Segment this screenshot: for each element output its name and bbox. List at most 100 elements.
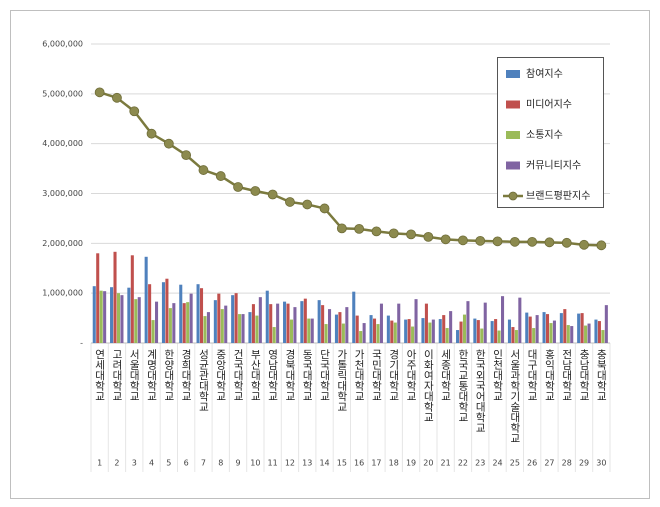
- bar: [442, 315, 446, 343]
- bar: [577, 313, 581, 343]
- bar: [559, 313, 563, 343]
- line-marker: [94, 87, 105, 98]
- category-number: 22: [458, 459, 468, 468]
- bar: [411, 326, 415, 343]
- x-tick-label: 한국외국어대학교: [474, 349, 486, 433]
- bar: [483, 302, 487, 343]
- bar: [113, 251, 117, 343]
- line-marker: [250, 186, 261, 196]
- bar: [532, 328, 536, 343]
- y-tick-label: -: [80, 339, 83, 348]
- category-number: 30: [596, 459, 606, 468]
- bar: [604, 305, 608, 343]
- line-marker: [233, 182, 243, 192]
- line-marker: [579, 239, 589, 250]
- bar: [525, 312, 529, 343]
- x-tick-label: 충북대학교: [595, 349, 607, 402]
- category-number: 19: [406, 459, 416, 468]
- legend-swatch: [506, 70, 520, 78]
- x-tick-label: 충남대학교: [578, 349, 590, 402]
- bar: [151, 320, 155, 343]
- x-tick-label: 단국대학교: [319, 349, 331, 402]
- bar: [359, 331, 363, 343]
- bar: [369, 315, 373, 343]
- bar: [116, 293, 121, 343]
- bar: [251, 304, 255, 343]
- x-tick-label: 전남대학교: [561, 349, 573, 402]
- x-tick-label: 인천대학교: [492, 349, 504, 402]
- y-tick-label: 4,000,000: [42, 139, 83, 148]
- line-marker: [146, 128, 157, 139]
- category-number: 27: [544, 459, 554, 468]
- line-marker: [406, 229, 416, 240]
- bar: [96, 253, 100, 343]
- bar: [597, 321, 601, 343]
- y-tick-label: 1,000,000: [42, 289, 83, 298]
- bar: [518, 297, 522, 343]
- bar: [490, 321, 494, 343]
- x-tick-label: 서울과학기술대학교: [509, 349, 521, 444]
- bar: [570, 326, 574, 343]
- bar: [507, 319, 511, 343]
- category-number: 17: [371, 459, 381, 468]
- category-number: 24: [492, 459, 502, 468]
- bar: [172, 303, 176, 343]
- line-marker: [492, 236, 503, 247]
- x-tick-label: 경북대학교: [284, 348, 296, 401]
- x-tick-label: 경기대학교: [388, 348, 400, 401]
- category-number: 25: [510, 459, 520, 468]
- bar: [466, 301, 470, 343]
- bar: [293, 307, 297, 343]
- x-tick-label: 고려대학교: [111, 349, 123, 402]
- bar: [155, 301, 159, 343]
- bar: [390, 320, 394, 343]
- bar: [563, 309, 567, 343]
- category-number: 13: [302, 459, 312, 468]
- line-marker: [354, 223, 365, 234]
- bar: [283, 301, 287, 343]
- bar: [265, 290, 269, 343]
- bar: [566, 325, 570, 343]
- bar: [355, 315, 359, 343]
- x-tick-label: 성균관대학교: [197, 349, 209, 412]
- bar: [179, 284, 183, 343]
- y-tick-label: 3,000,000: [42, 189, 83, 198]
- x-tick-label: 한양대학교: [163, 349, 175, 402]
- x-tick-label: 계명대학교: [146, 349, 158, 402]
- bar: [462, 314, 467, 343]
- category-number: 4: [149, 459, 154, 468]
- bar: [428, 322, 432, 343]
- x-tick-label: 영남대학교: [267, 349, 279, 402]
- x-tick-label: 중앙대학교: [215, 349, 227, 402]
- line-marker: [440, 234, 451, 245]
- bar: [137, 297, 141, 343]
- legend-swatch: [506, 100, 520, 109]
- x-tick-label: 가천대학교: [353, 349, 365, 402]
- bar: [103, 291, 107, 343]
- x-tick-label: 대구대학교: [526, 349, 538, 402]
- category-number: 10: [250, 459, 260, 468]
- x-tick-label: 가톨릭대학교: [336, 349, 348, 412]
- line-marker: [181, 150, 192, 161]
- category-number: 29: [579, 459, 589, 468]
- bar: [494, 319, 498, 343]
- line-marker: [561, 237, 572, 248]
- category-number: 16: [354, 459, 364, 468]
- bar: [303, 298, 307, 343]
- bar: [552, 320, 556, 343]
- line-marker: [215, 171, 226, 181]
- legend-swatch: [506, 131, 520, 139]
- bar: [196, 284, 200, 343]
- bar: [130, 255, 134, 343]
- x-tick-label: 아주대학교: [405, 349, 417, 402]
- bar: [134, 299, 138, 343]
- bar: [542, 312, 546, 343]
- bar: [231, 295, 235, 343]
- line-marker: [319, 203, 330, 214]
- bar: [580, 313, 584, 343]
- x-tick-label: 동국대학교: [301, 349, 313, 402]
- bar: [324, 324, 328, 343]
- bar: [404, 319, 408, 343]
- bar: [584, 325, 588, 343]
- bar: [307, 318, 311, 343]
